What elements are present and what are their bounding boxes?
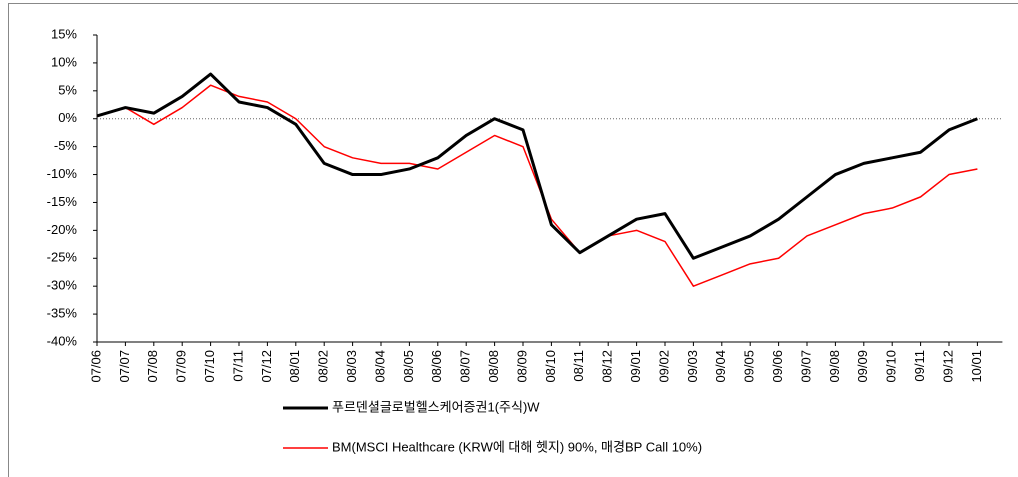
x-tick-label: 09/10 bbox=[884, 350, 899, 383]
y-tick-label: -35% bbox=[47, 306, 78, 321]
y-tick-label: 0% bbox=[58, 110, 77, 125]
series-line bbox=[96, 72, 978, 260]
x-tick-label: 09/05 bbox=[742, 350, 757, 383]
x-tick-label: 07/08 bbox=[145, 350, 160, 383]
x-tick-label: 08/08 bbox=[486, 350, 501, 383]
x-tick-label: 07/07 bbox=[117, 350, 132, 383]
y-tick-label: -5% bbox=[54, 138, 78, 153]
x-tick-label: 09/01 bbox=[628, 350, 643, 383]
y-tick-label: -30% bbox=[47, 278, 78, 293]
x-tick-label: 08/04 bbox=[372, 350, 387, 383]
x-tick-label: 08/10 bbox=[543, 350, 558, 383]
x-tick-label: 09/09 bbox=[855, 350, 870, 383]
y-tick-label: -40% bbox=[47, 333, 78, 348]
x-tick-label: 09/04 bbox=[713, 350, 728, 383]
x-tick-label: 08/07 bbox=[458, 350, 473, 383]
y-tick-label: 15% bbox=[51, 26, 77, 41]
x-tick-label: 10/01 bbox=[969, 350, 984, 383]
y-tick-label: -20% bbox=[47, 222, 78, 237]
x-tick-label: 08/05 bbox=[401, 350, 416, 383]
chart-frame bbox=[8, 3, 1018, 477]
x-tick-label: 07/09 bbox=[174, 350, 189, 383]
series-line bbox=[96, 84, 978, 287]
x-tick-label: 08/06 bbox=[429, 350, 444, 383]
x-tick-label: 07/11 bbox=[230, 350, 245, 382]
x-tick-label: 08/02 bbox=[316, 350, 331, 383]
x-tick-label: 08/12 bbox=[600, 350, 615, 383]
y-tick-label: -10% bbox=[47, 166, 78, 181]
x-tick-label: 08/09 bbox=[514, 350, 529, 383]
y-tick-label: -15% bbox=[47, 194, 78, 209]
x-tick-label: 09/02 bbox=[656, 350, 671, 383]
x-tick-label: 07/10 bbox=[202, 350, 217, 383]
x-tick-label: 07/06 bbox=[88, 350, 103, 383]
y-tick-label: 10% bbox=[51, 54, 77, 69]
y-tick-label: -25% bbox=[47, 250, 78, 265]
legend-label: 푸르덴셜글로벌헬스케어증권1(주식)W bbox=[332, 399, 540, 414]
x-tick-label: 09/08 bbox=[827, 350, 842, 383]
x-tick-label: 09/03 bbox=[685, 350, 700, 383]
y-tick-label: 5% bbox=[58, 82, 77, 97]
x-tick-label: 09/12 bbox=[940, 350, 955, 383]
x-tick-label: 09/11 bbox=[912, 350, 927, 382]
x-tick-label: 09/06 bbox=[770, 350, 785, 383]
x-tick-label: 08/11 bbox=[571, 350, 586, 382]
x-tick-label: 08/01 bbox=[287, 350, 302, 383]
x-tick-label: 08/03 bbox=[344, 350, 359, 383]
x-tick-label: 07/12 bbox=[259, 350, 274, 383]
legend-label: BM(MSCI Healthcare (KRW에 대해 헷지) 90%, 매경B… bbox=[332, 439, 702, 454]
x-tick-label: 09/07 bbox=[798, 350, 813, 383]
